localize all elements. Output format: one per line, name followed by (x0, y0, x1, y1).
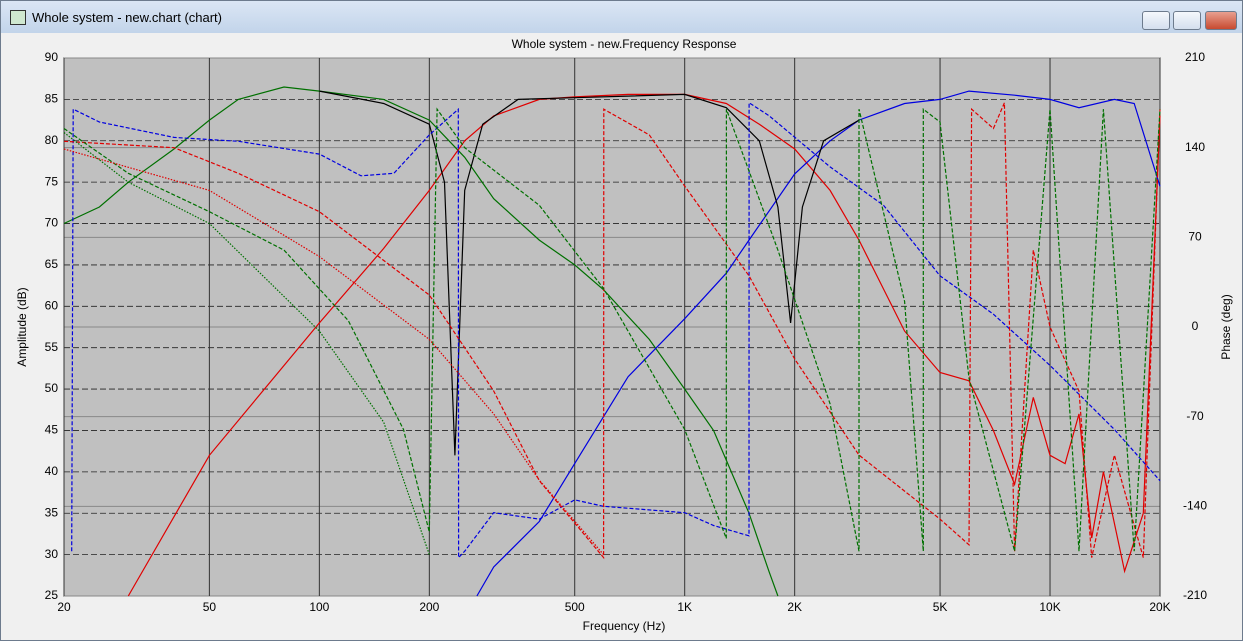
series-line (63, 102, 1161, 560)
y-tick-label: 40 (45, 464, 59, 478)
y2-tick-label: -140 (1183, 499, 1207, 513)
series-line (319, 90, 860, 456)
minimize-button[interactable] (1142, 11, 1170, 30)
window-icon (10, 10, 26, 25)
y2-tick-label: -210 (1183, 588, 1207, 602)
y-tick-label: 80 (45, 133, 59, 147)
title-bar: Whole system - new.chart (chart) (1, 1, 1242, 33)
y2-tick-label: 70 (1188, 230, 1202, 244)
y2-axis-title: Phase (deg) (1219, 294, 1233, 359)
y-tick-label: 60 (45, 298, 59, 312)
x-tick-label: 1K (677, 600, 692, 614)
x-axis-title: Frequency (Hz) (583, 619, 666, 633)
x-tick-label: 5K (933, 600, 948, 614)
chart: Whole system - new.Frequency Response Fr… (15, 37, 1233, 633)
series-line (476, 90, 1161, 597)
y-tick-label: 30 (45, 547, 59, 561)
x-tick-label: 50 (203, 600, 217, 614)
x-tick-label: 20K (1149, 600, 1170, 614)
y2-tick-label: -70 (1186, 409, 1204, 423)
y-axis-title: Amplitude (dB) (15, 287, 29, 366)
x-tick-label: 2K (787, 600, 802, 614)
chart-title: Whole system - new.Frequency Response (512, 37, 737, 51)
x-tick-label: 10K (1039, 600, 1060, 614)
y2-tick-label: 0 (1192, 319, 1199, 333)
y2-tick-label: 210 (1185, 50, 1205, 64)
series-line (63, 148, 605, 555)
y-tick-label: 25 (45, 588, 59, 602)
x-tick-label: 500 (565, 600, 585, 614)
x-tick-label: 200 (419, 600, 439, 614)
y-tick-label: 55 (45, 340, 59, 354)
y-tick-label: 65 (45, 257, 59, 271)
y-tick-label: 70 (45, 216, 59, 230)
y-tick-label: 50 (45, 381, 59, 395)
close-button[interactable] (1205, 11, 1237, 30)
y2-tick-label: 140 (1185, 140, 1205, 154)
window-title: Whole system - new.chart (chart) (32, 10, 222, 25)
y-tick-label: 85 (45, 92, 59, 106)
series-line (63, 132, 430, 555)
maximize-button[interactable] (1173, 11, 1201, 30)
x-tick-label: 100 (309, 600, 329, 614)
series-line (71, 101, 1161, 560)
y-tick-label: 35 (45, 505, 59, 519)
x-tick-label: 20 (57, 600, 71, 614)
series-line (63, 107, 1161, 552)
y-tick-label: 90 (45, 50, 59, 64)
series-line (63, 86, 779, 597)
y-tick-label: 75 (45, 174, 59, 188)
y-tick-label: 45 (45, 423, 59, 437)
series-line (127, 93, 1161, 597)
